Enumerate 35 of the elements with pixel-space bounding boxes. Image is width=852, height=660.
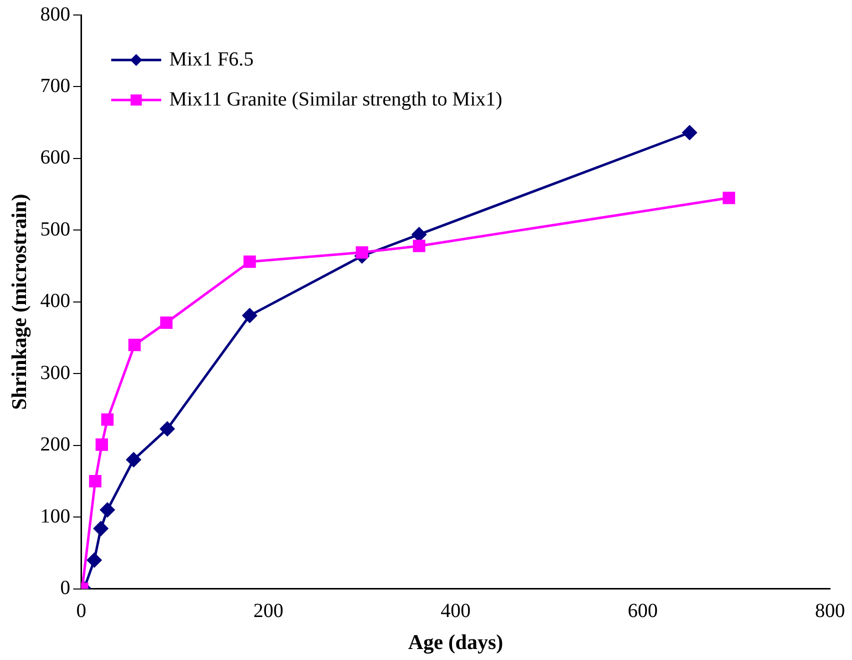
y-tick-label: 200	[40, 434, 70, 456]
x-tick-label: 800	[815, 600, 845, 622]
y-axis-title: Shrinkage (microstrain)	[7, 194, 32, 410]
x-tick-label: 600	[628, 600, 658, 622]
point	[412, 227, 426, 242]
y-tick-label: 700	[40, 74, 70, 97]
x-axis-title: Age (days)	[408, 630, 504, 654]
y-tick-label: 0	[60, 577, 70, 600]
y-tick-label: 300	[40, 362, 70, 384]
point	[242, 308, 257, 323]
point	[128, 338, 141, 352]
legend-label: Mix11 Granite (Similar strength to Mix1)	[169, 88, 502, 110]
point	[101, 413, 114, 426]
x-tick-label: 400	[440, 600, 471, 622]
point	[89, 475, 102, 488]
point	[126, 452, 141, 467]
point	[412, 240, 426, 252]
y-tick-label: 400	[40, 290, 70, 312]
point	[243, 256, 256, 268]
y-tick-label: 100	[40, 505, 70, 528]
point	[160, 422, 175, 436]
point	[94, 521, 108, 536]
point	[87, 552, 102, 568]
y-tick-label: 800	[40, 3, 70, 26]
x-tick-label: 0	[76, 600, 86, 622]
point	[356, 246, 368, 259]
point	[682, 125, 697, 140]
point	[722, 192, 736, 204]
point	[96, 438, 108, 451]
point	[100, 502, 115, 518]
legend-label: Mix1 F6.5	[169, 48, 254, 70]
point	[160, 316, 173, 329]
y-tick-label: 500	[40, 218, 70, 240]
x-tick-label: 200	[253, 600, 284, 622]
y-tick-label: 600	[40, 146, 70, 169]
